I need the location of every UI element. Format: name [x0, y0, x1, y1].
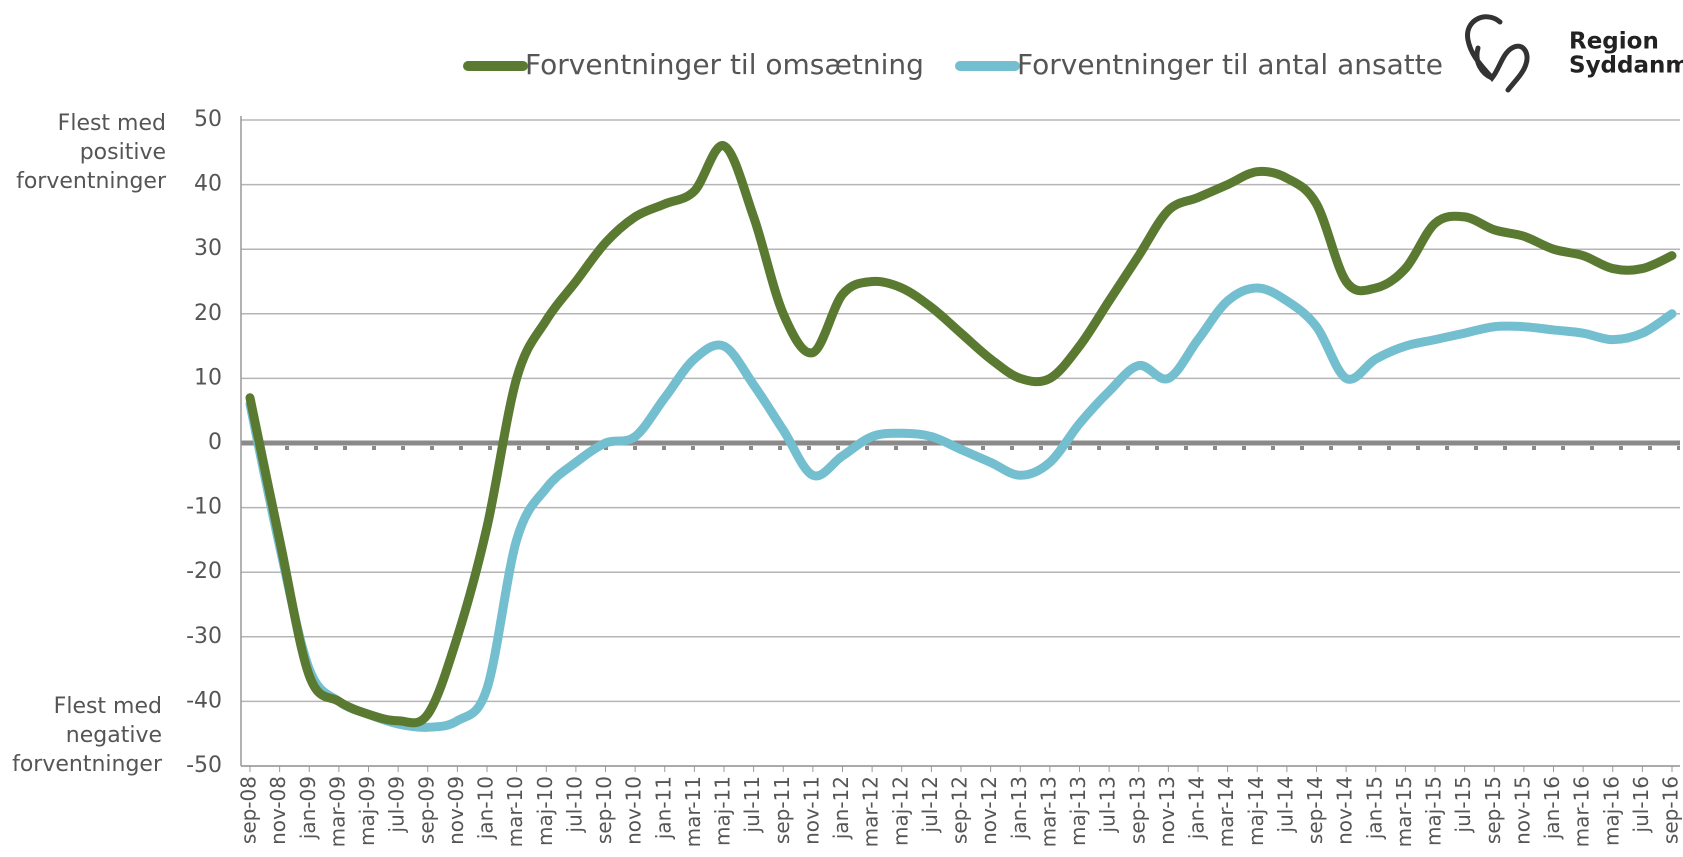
- x-tick-label: nov-08: [266, 776, 290, 845]
- x-tick-label: sep-11: [770, 776, 794, 844]
- x-tick-label: maj-11: [711, 776, 735, 846]
- x-tick-label: maj-14: [1244, 776, 1268, 846]
- x-tick-label: nov-15: [1510, 776, 1534, 845]
- x-tick-label: mar-11: [681, 776, 705, 847]
- x-tick-label: jul-11: [740, 776, 764, 833]
- y-tick-label: 30: [194, 236, 222, 261]
- x-tick-label: mar-15: [1392, 776, 1416, 847]
- x-tick-label: sep-09: [414, 776, 438, 844]
- x-tick-label: jul-14: [1273, 776, 1297, 833]
- x-tick-label: jan-12: [829, 776, 853, 840]
- axis-annotation: Flest med: [54, 694, 162, 719]
- y-tick-label: 20: [194, 301, 222, 326]
- x-tick-label: sep-12: [948, 776, 972, 844]
- x-tick-label: sep-14: [1303, 776, 1327, 844]
- x-tick-label: sep-08: [237, 776, 261, 844]
- x-tick-label: maj-13: [1066, 776, 1090, 846]
- y-tick-label: 0: [208, 430, 222, 455]
- y-tick-label: 40: [194, 172, 222, 197]
- axis-annotation: forventninger: [16, 169, 167, 194]
- x-tick-label: jan-15: [1362, 776, 1386, 840]
- x-tick-label: nov-14: [1333, 776, 1357, 845]
- y-tick-label: -50: [186, 753, 222, 778]
- y-tick-label: 10: [194, 365, 222, 390]
- x-tick-label: maj-12: [888, 776, 912, 846]
- x-tick-label: maj-15: [1422, 776, 1446, 846]
- logo-text: Region: [1569, 29, 1659, 55]
- logo-mark: [1465, 14, 1530, 93]
- x-tick-label: maj-10: [533, 776, 557, 846]
- y-tick-label: -30: [186, 624, 222, 649]
- x-tick-label: jan-13: [1007, 776, 1031, 840]
- legend-label: Forventninger til omsætning: [525, 48, 924, 81]
- x-tick-label: sep-15: [1481, 776, 1505, 844]
- y-tick-label: -20: [186, 559, 222, 584]
- x-tick-label: maj-09: [355, 776, 379, 846]
- x-tick-label: mar-16: [1570, 776, 1594, 847]
- y-tick-label: -10: [186, 495, 222, 520]
- x-tick-label: jul-15: [1451, 776, 1475, 833]
- x-tick-label: maj-16: [1599, 776, 1623, 846]
- x-tick-label: jan-10: [474, 776, 498, 840]
- x-tick-label: jul-12: [918, 776, 942, 833]
- x-tick-label: mar-12: [859, 776, 883, 847]
- x-tick-label: jan-09: [296, 776, 320, 840]
- axis-annotation: positive: [80, 140, 166, 165]
- x-tick-label: mar-13: [1036, 776, 1060, 847]
- x-tick-label: nov-13: [1155, 776, 1179, 845]
- axis-annotation: Flest med: [58, 111, 166, 136]
- x-tick-label: jan-14: [1185, 776, 1209, 840]
- x-tick-label: jul-13: [1096, 776, 1120, 833]
- series-line: [245, 141, 1677, 728]
- x-tick-label: mar-14: [1214, 776, 1238, 847]
- x-tick-label: mar-09: [325, 776, 349, 847]
- x-tick-label: jul-09: [385, 776, 409, 833]
- x-tick-label: sep-10: [592, 776, 616, 844]
- x-tick-label: nov-12: [977, 776, 1001, 845]
- axis-annotation: negative: [66, 723, 162, 748]
- x-tick-label: nov-11: [799, 776, 823, 845]
- x-tick-label: jul-10: [562, 776, 586, 833]
- x-tick-label: jul-16: [1629, 776, 1653, 833]
- axis-annotation: forventninger: [12, 752, 163, 777]
- y-tick-label: 50: [194, 107, 222, 132]
- legend-label: Forventninger til antal ansatte: [1017, 48, 1443, 81]
- x-tick-label: nov-10: [622, 776, 646, 845]
- x-tick-label: nov-09: [444, 776, 468, 845]
- x-tick-label: sep-13: [1125, 776, 1149, 844]
- logo-text: Syddanmark: [1569, 53, 1683, 79]
- x-tick-label: jan-16: [1540, 776, 1564, 840]
- x-tick-label: sep-16: [1659, 776, 1683, 844]
- y-tick-label: -40: [186, 688, 222, 713]
- series-line: [245, 283, 1677, 732]
- x-tick-label: mar-10: [503, 776, 527, 847]
- x-tick-label: jan-11: [651, 776, 675, 840]
